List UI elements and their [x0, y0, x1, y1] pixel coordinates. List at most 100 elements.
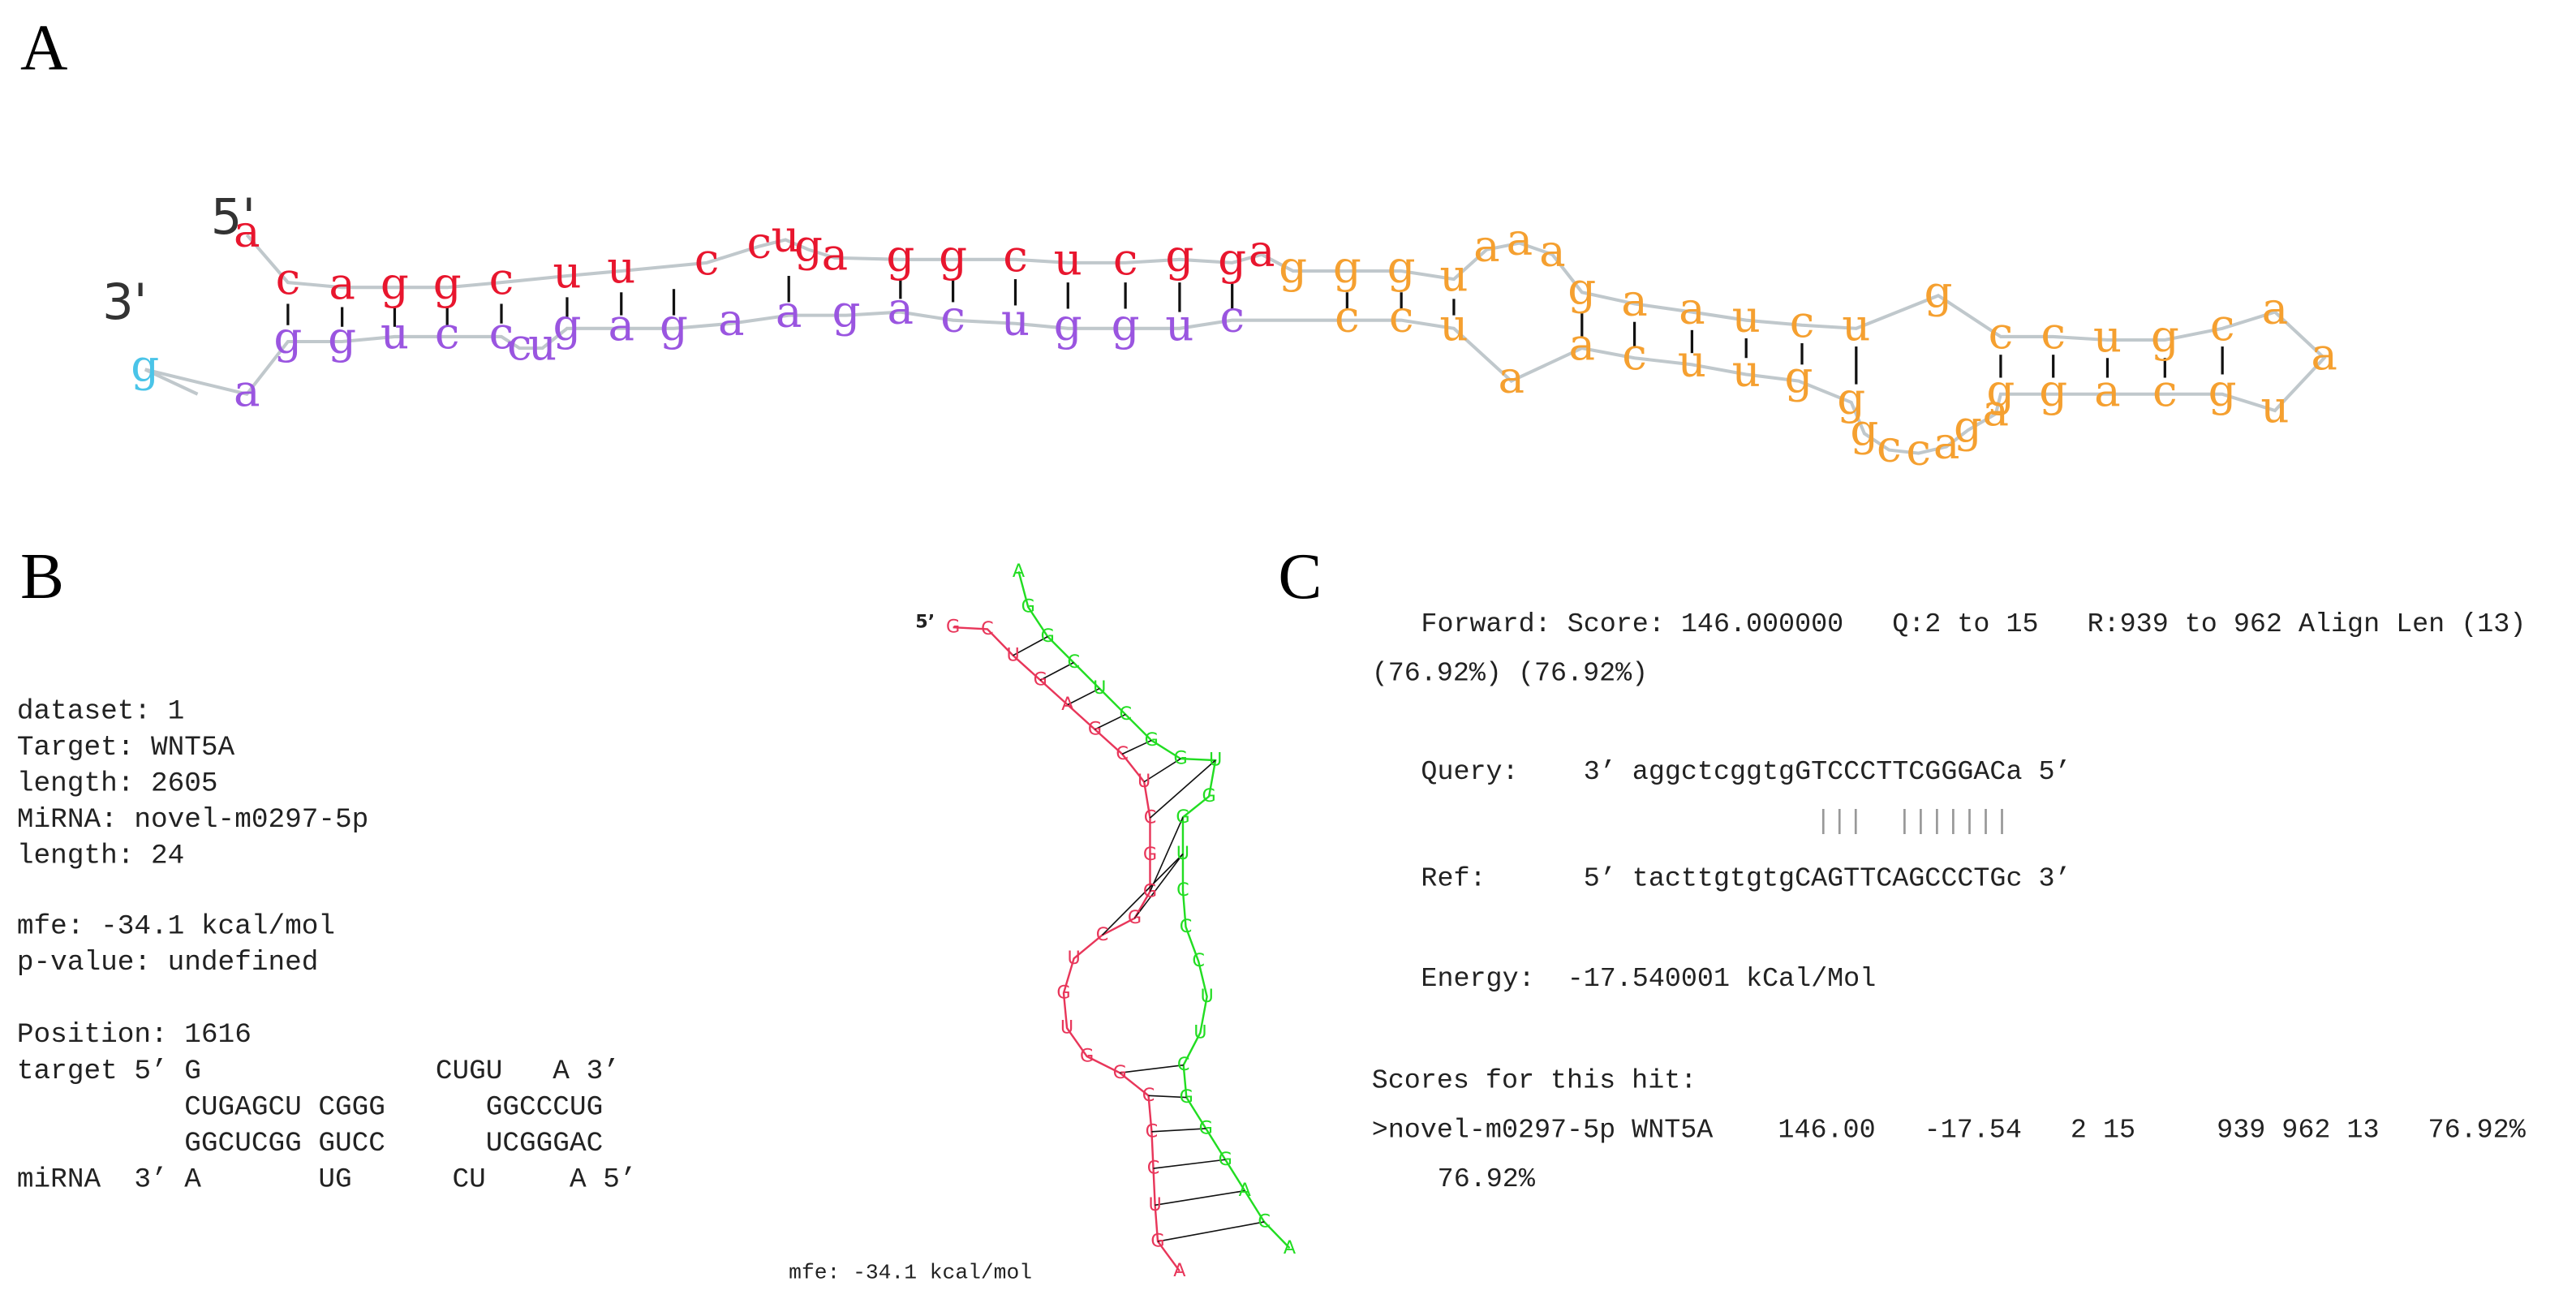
nucleotide: G [1143, 844, 1157, 865]
info-line: mfe: -34.1 kcal/mol [17, 911, 335, 943]
nucleotide: c [489, 252, 514, 304]
nucleotide: a [234, 364, 260, 416]
base-pair [1153, 1159, 1226, 1169]
nucleotide: G [1080, 1046, 1094, 1067]
nucleotide: g [1387, 241, 1416, 293]
nucleotide: a [718, 294, 745, 346]
nucleotide: A [1239, 1180, 1252, 1201]
base-pair [1148, 1095, 1187, 1099]
base-pair [1120, 1064, 1184, 1074]
nucleotide: a [1569, 318, 1596, 370]
base-pair [1067, 687, 1100, 706]
nucleotide: A [1173, 1260, 1186, 1281]
nucleotide: g [2039, 364, 2067, 416]
nucleotide: g [433, 257, 462, 309]
result-line: Query: 3’ aggctcggtgGTCCCTTCGGGACa 5’ [1421, 757, 2071, 788]
nucleotide: U [1148, 1194, 1161, 1215]
nucleotide: C [1176, 880, 1189, 901]
nucleotide: u [607, 241, 635, 293]
nucleotide: u [1054, 233, 1082, 285]
alignment-line: miRNA 3’ A UG CU A 5’ [17, 1164, 637, 1195]
nucleotide: c [1622, 328, 1647, 380]
nucleotide: G [1176, 806, 1189, 828]
nucleotide: G [1021, 596, 1035, 617]
result-line: 76.92% [1438, 1164, 1536, 1195]
base-pair [1155, 1189, 1245, 1207]
nucleotide: g [1954, 400, 1982, 452]
nucleotide: G [1128, 907, 1142, 928]
nucleotide: C [1180, 916, 1193, 937]
structure-text: ac a g g c u u c c uga g g c u c g g a g g g ua a ag a a u c ugc c u g c… [131, 204, 2337, 1281]
nucleotide: a [329, 257, 355, 309]
nucleotide: u [1678, 334, 1706, 386]
nucleotide: g [2151, 310, 2179, 362]
result-line: Forward: Score: 146.000000 Q:2 to 15 R:9… [1421, 609, 2526, 640]
nucleotide: U [1137, 771, 1150, 792]
nucleotide: g [2208, 364, 2237, 416]
nucleotide: C [1177, 1054, 1190, 1075]
nucleotide: a [1507, 213, 1533, 265]
nucleotide: g [1784, 351, 1813, 403]
nucleotide: a [888, 282, 914, 334]
nucleotide: U [1176, 843, 1189, 864]
nucleotide: c [1790, 295, 1815, 347]
result-line: (76.92%) (76.92%) [1372, 659, 1648, 690]
nucleotide: c [2152, 364, 2178, 416]
nucleotide: a [234, 204, 260, 256]
alignment-line: CUGAGCU CGGG GGCCCUG [17, 1091, 603, 1123]
nucleotide: U [1060, 1017, 1073, 1039]
nucleotide: g [1986, 364, 2015, 416]
nucleotide: U [1006, 644, 1019, 665]
base-pair [1157, 1221, 1265, 1242]
nucleotide: a [608, 299, 634, 351]
nucleotide: a [1539, 225, 1566, 277]
nucleotide: u [1001, 294, 1030, 346]
nucleotide: u [1732, 344, 1761, 396]
panel-label: B [20, 540, 64, 613]
nucleotide: g [328, 312, 356, 363]
nucleotide: a [1473, 220, 1500, 272]
nucleotide: c [695, 233, 720, 285]
nucleotide: a [1498, 351, 1525, 403]
alignment-line: GGCUCGG GUCC UCGGGAC [17, 1128, 603, 1159]
nucleotide: g [1279, 241, 1307, 293]
base-pair [1094, 713, 1126, 730]
base-pair [1039, 661, 1074, 681]
base-pair [1013, 635, 1048, 656]
mfe-label: mfe: -34.1 kcal/mol [789, 1261, 1032, 1285]
info-line: Target: WNT5A [17, 732, 235, 763]
result-line: >novel-m0297-5p WNT5A 146.00 -17.54 2 15… [1372, 1115, 2527, 1146]
nucleotide: a [822, 228, 849, 280]
nucleotide: G [1199, 1117, 1213, 1138]
base-pair [1121, 739, 1152, 755]
nucleotide: A [1013, 561, 1026, 582]
nucleotide: G [1113, 1062, 1127, 1083]
nucleotide: u [2260, 381, 2289, 432]
info-line: p-value: undefined [17, 947, 318, 979]
nucleotide: G [1219, 1149, 1232, 1170]
nucleotide: U [1067, 948, 1080, 969]
info-line: dataset: 1 [17, 695, 184, 727]
alignment-line: target 5’ G CUGU A 3’ [17, 1056, 620, 1087]
nucleotide: C [1147, 1158, 1160, 1179]
nucleotide: C [1142, 1085, 1155, 1106]
nucleotide: g [832, 286, 861, 338]
nucleotide: A [1061, 694, 1074, 715]
base-pair [1133, 854, 1184, 919]
nucleotide: u [1842, 299, 1870, 351]
nucleotide: g [1054, 299, 1082, 351]
nucleotide: u [1732, 290, 1761, 342]
info-line: length: 24 [17, 841, 184, 872]
nucleotide: C [1144, 807, 1157, 828]
nucleotide: G [1056, 983, 1070, 1004]
nucleotide: c [1003, 230, 1028, 282]
nucleotide: u [528, 318, 557, 370]
nucleotide: a [1933, 417, 1960, 469]
nucleotide: U [1093, 677, 1106, 699]
three-prime-label: 3' [102, 274, 147, 331]
base-pair [1151, 1128, 1206, 1133]
nucleotide: c [1989, 307, 2014, 359]
panel-label: A [20, 11, 67, 84]
nucleotide: C [1119, 703, 1132, 725]
